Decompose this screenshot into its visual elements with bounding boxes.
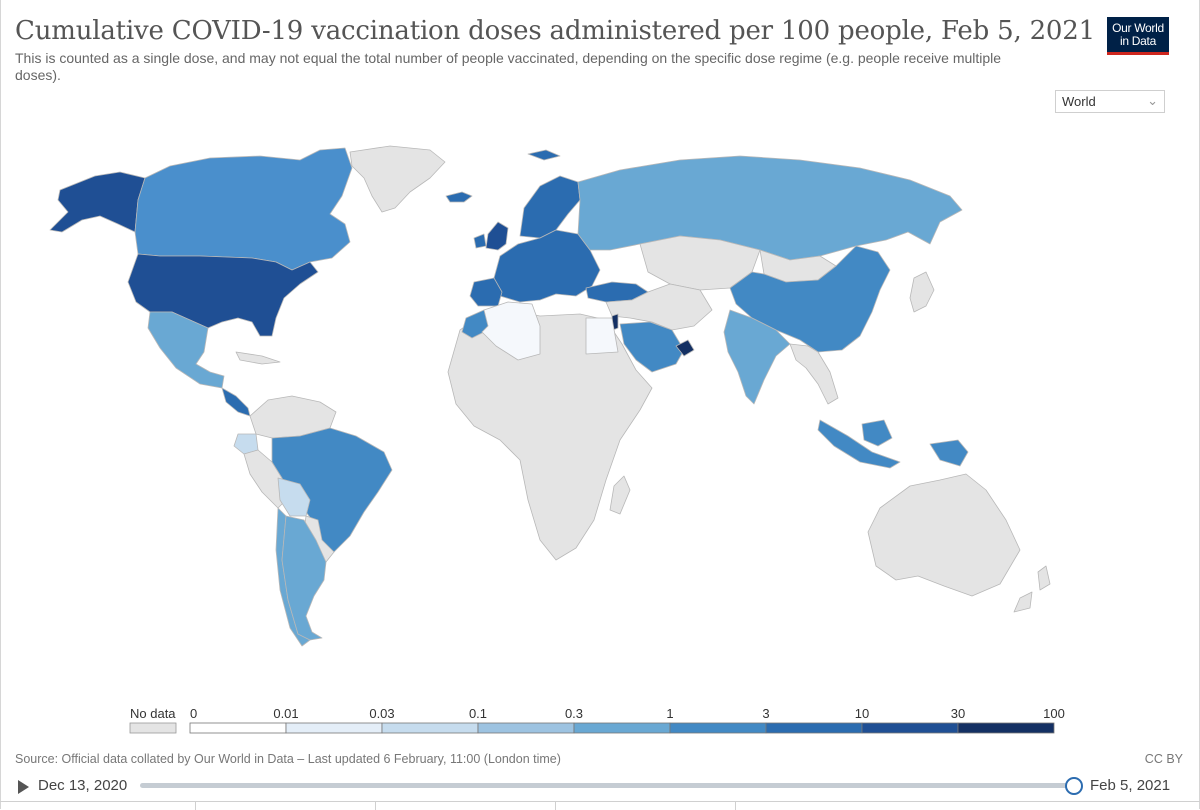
license-link[interactable]: CC BY [1144,752,1183,766]
tab-sources[interactable] [735,802,916,810]
country-madagascar[interactable] [609,475,631,515]
country-saudi-arabia[interactable] [619,321,685,373]
country-egypt[interactable] [585,317,619,355]
country-iceland[interactable] [445,191,473,203]
country-uk[interactable] [485,221,509,251]
region-central-america[interactable] [221,387,251,417]
owid-logo[interactable]: Our World in Data [1107,17,1169,55]
timeline: Dec 13, 2020 Feb 5, 2021 [0,772,1200,802]
region-africa[interactable] [447,309,653,561]
region-select[interactable]: World ⌄ [1055,90,1165,113]
legend-tick-label-7: 10 [855,706,869,721]
timeline-handle[interactable] [1065,777,1083,795]
chart-title: Cumulative COVID-19 vaccination doses ad… [15,16,1095,46]
legend-no-data-label: No data [130,706,176,721]
region-select-value: World [1062,94,1096,109]
legend-tick-label-3: 0.1 [469,706,487,721]
legend-bin-6 [765,722,863,734]
country-japan[interactable] [909,271,935,313]
region-caribbean[interactable] [235,351,281,365]
country-ireland[interactable] [473,233,487,249]
country-australia[interactable] [867,473,1021,597]
legend-tick-label-5: 1 [666,706,673,721]
country-mexico[interactable] [147,311,225,389]
logo-line-1: Our World [1112,21,1164,35]
legend-bin-5 [669,722,767,734]
source-note: Source: Official data collated by Our Wo… [15,752,561,766]
region-southeast-asia[interactable] [789,343,839,405]
country-russia[interactable] [577,155,963,261]
timeline-start-date: Dec 13, 2020 [38,777,128,794]
timeline-end-date: Feb 5, 2021 [1090,777,1171,794]
country-algeria[interactable] [481,301,541,361]
country-uae[interactable] [675,339,695,357]
legend-bin-2 [381,722,479,734]
legend-tick-label-1: 0.01 [273,706,298,721]
legend-tick-label-8: 30 [951,706,965,721]
country-greenland[interactable] [349,145,446,213]
legend-no-data-swatch [129,722,177,734]
tab-bar [0,801,1200,810]
legend-bin-7 [861,722,959,734]
country-alaska[interactable] [49,171,146,233]
island-borneo-sulawesi[interactable] [861,419,893,447]
frame-left-border [0,0,1,809]
legend-bin-3 [477,722,575,734]
country-india[interactable] [723,309,791,405]
region-europe[interactable] [493,229,601,303]
tab-map[interactable] [195,802,376,810]
legend-tick-label-4: 0.3 [565,706,583,721]
color-legend: No data 0 0.01 0.03 0.1 0.3 1 3 10 30 100 [129,706,1065,734]
legend-tick-label-end: 100 [1043,706,1065,721]
chart-subtitle: This is counted as a single dose, and ma… [15,50,1002,83]
country-argentina[interactable] [281,515,327,641]
legend-tick-label-2: 0.03 [369,706,394,721]
country-new-zealand[interactable] [1013,565,1051,613]
legend-tick-label-0: 0 [190,706,197,721]
legend-bin-4 [573,722,671,734]
tab-table[interactable] [555,802,736,810]
tab-chart[interactable] [375,802,556,810]
island-svalbard[interactable] [527,149,561,161]
chevron-down-icon: ⌄ [1147,93,1158,108]
legend-tick-label-6: 3 [762,706,769,721]
region-scandinavia[interactable] [519,175,581,239]
logo-line-2: in Data [1120,34,1156,48]
play-icon[interactable] [18,780,29,794]
country-indonesia[interactable] [817,419,901,469]
region-middle-east[interactable] [605,283,713,331]
legend-bin-8 [957,722,1055,734]
legend-bin-1 [285,722,383,734]
country-canada[interactable] [134,147,353,271]
island-papua[interactable] [929,439,969,467]
world-map[interactable] [0,120,1200,700]
region-northern-south-america[interactable] [249,395,337,439]
legend-bin-0 [189,722,287,734]
timeline-track[interactable] [140,783,1072,788]
